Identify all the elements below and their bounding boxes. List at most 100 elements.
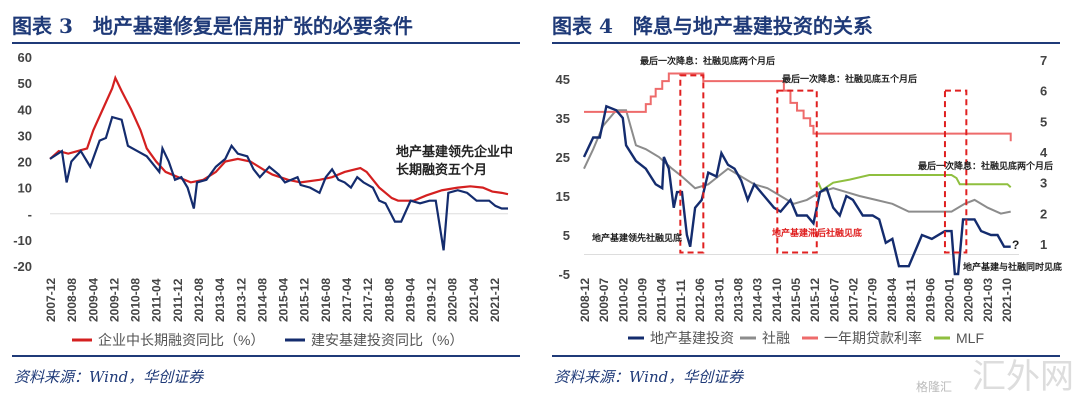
y-tick-label: -10 — [13, 233, 32, 248]
divider — [12, 355, 520, 357]
series-line-1 — [583, 109, 1011, 215]
legend-label: 地产基建投资 — [650, 330, 734, 346]
highlight-box — [943, 89, 968, 254]
y-tick-label: 20 — [18, 155, 32, 170]
y-tick-label: 25 — [556, 150, 570, 165]
chart-panel-3: 图表 3 地产基建修复是信用扩张的必要条件 60 50 40 30 20 10 - -10 -2… — [0, 0, 520, 400]
annotation: ? — [1012, 238, 1019, 252]
chart-3-svg: 60 50 40 30 20 10 - -10 -20 2007-12 2008-08 2009-04… — [13, 50, 513, 348]
x-tick-label: 2016-08 — [319, 278, 333, 322]
annotation: 地产基建领先社融见底 — [592, 232, 682, 243]
y-tick-label: - — [28, 207, 32, 222]
y-tick-label: 15 — [556, 189, 570, 204]
y-right-tick-label: 3 — [1040, 176, 1047, 191]
annotation: 最后一次降息：社融见底两个月后 — [640, 55, 775, 66]
divider — [552, 42, 1060, 44]
legend-label: MLF — [956, 330, 984, 346]
series-line-3 — [817, 174, 1012, 192]
annotation: 最后一次降息：社融见底五个月后 — [782, 73, 917, 84]
highlight-box — [776, 89, 818, 254]
x-tick-label: 2017-02 — [847, 278, 861, 322]
x-tick-label: 2013-08 — [731, 278, 745, 322]
x-tick-label: 2018-11 — [904, 278, 918, 322]
x-tick-label: 2011-04 — [150, 278, 164, 322]
source-note: 资料来源：Wind，华创证券 — [554, 368, 744, 386]
series-line-0 — [582, 104, 1011, 276]
x-tick-label: 2010-08 — [129, 278, 143, 322]
x-tick-label: 2010-02 — [616, 278, 630, 322]
y-tick-label: 5 — [563, 228, 570, 243]
legend-label: 企业中长期融资同比（%） — [98, 332, 264, 348]
y-right-tick-label: 5 — [1040, 114, 1047, 129]
x-tick-label: 2021-04 — [467, 278, 481, 322]
x-tick-label: 2021-10 — [1000, 278, 1014, 322]
annotation: 地产基建与社融同时见底 — [963, 261, 1062, 272]
y-tick-label: 30 — [18, 128, 32, 143]
y-tick-label: -20 — [13, 259, 32, 274]
x-tick-label: 2013-12 — [234, 278, 248, 322]
x-tick-label: 2011-12 — [171, 278, 185, 322]
x-tick-label: 2009-04 — [86, 278, 100, 322]
x-tick-label: 2015-12 — [808, 278, 822, 322]
x-tick-label: 2020-01 — [942, 278, 956, 322]
x-tick-label: 2010-09 — [636, 278, 650, 322]
y-tick-label: -5 — [558, 267, 570, 282]
x-tick-label: 2020-08 — [962, 278, 976, 322]
watermark-logo: 格隆汇 — [915, 380, 952, 394]
legend-label: 一年期贷款利率 — [824, 330, 922, 346]
x-tick-label: 2015-05 — [789, 278, 803, 322]
x-tick-label: 2021-12 — [488, 278, 502, 322]
chart-title: 图表 4 降息与地产基建投资的关系 — [552, 14, 873, 38]
chart-4-svg: 45 35 25 15 5 -5 7 6 5 4 3 2 1 2008-12 2009-07 2010-02 2… — [556, 53, 1062, 346]
x-tick-label: 2015-04 — [277, 278, 291, 322]
y-tick-label: 40 — [18, 102, 32, 117]
y-tick-label: 60 — [18, 50, 32, 65]
x-tick-label: 2007-12 — [44, 278, 58, 322]
y-right-tick-label: 4 — [1040, 145, 1048, 160]
x-tick-label: 2017-09 — [866, 278, 880, 322]
annotation: 地产基建领先企业中 — [396, 144, 513, 159]
x-tick-label: 2016-07 — [827, 278, 841, 322]
x-tick-label: 2009-12 — [107, 278, 121, 322]
series-line-0 — [49, 74, 509, 202]
x-tick-label: 2019-12 — [425, 278, 439, 322]
y-tick-label: 50 — [18, 76, 32, 91]
x-tick-label: 2017-04 — [340, 278, 354, 322]
x-tick-label: 2017-12 — [361, 278, 375, 322]
annotation: 地产基建滞后社融见底 — [772, 227, 862, 238]
watermark: 汇外网 — [972, 357, 1074, 397]
chart-title: 图表 3 地产基建修复是信用扩张的必要条件 — [12, 14, 413, 38]
x-tick-label: 2008-12 — [578, 278, 592, 322]
series-line-1 — [49, 115, 508, 251]
x-tick-label: 2015-12 — [298, 278, 312, 322]
x-tick-label: 2014-03 — [751, 278, 765, 322]
source-note: 资料来源：Wind，华创证券 — [14, 368, 204, 386]
x-tick-label: 2018-04 — [885, 278, 899, 322]
x-tick-label: 2019-06 — [923, 278, 937, 322]
x-tick-label: 2013-04 — [213, 278, 227, 322]
x-tick-label: 2021-03 — [981, 278, 995, 322]
x-tick-label: 2011-11 — [674, 279, 688, 322]
divider — [12, 42, 520, 44]
y-right-tick-label: 6 — [1040, 84, 1047, 99]
x-tick-label: 2020-08 — [446, 278, 460, 322]
x-tick-label: 2018-08 — [382, 278, 396, 322]
x-tick-label: 2014-10 — [770, 278, 784, 322]
legend-label: 建安基建投资同比（%） — [311, 332, 463, 348]
y-right-tick-label: 1 — [1040, 237, 1047, 252]
y-tick-label: 45 — [556, 72, 570, 87]
divider — [552, 355, 1060, 357]
x-tick-label: 2008-08 — [65, 278, 79, 322]
annotation: 最后一次降息：社融见底两个月后 — [918, 160, 1053, 171]
x-tick-label: 2012-08 — [192, 278, 206, 322]
x-tick-label: 2019-04 — [403, 278, 417, 322]
y-tick-label: 10 — [18, 181, 32, 196]
x-tick-label: 2013-01 — [712, 278, 726, 322]
chart-panel-4: 图表 4 降息与地产基建投资的关系 45 35 25 15 5 -5 7 6 5 4 3 2 1 2008… — [540, 0, 1062, 400]
x-tick-label: 2012-06 — [693, 278, 707, 322]
x-tick-label: 2014-08 — [255, 278, 269, 322]
highlight-box — [679, 74, 705, 254]
series-line-2 — [584, 72, 1012, 142]
legend-label: 社融 — [762, 330, 790, 346]
x-tick-label: 2011-04 — [655, 278, 669, 322]
